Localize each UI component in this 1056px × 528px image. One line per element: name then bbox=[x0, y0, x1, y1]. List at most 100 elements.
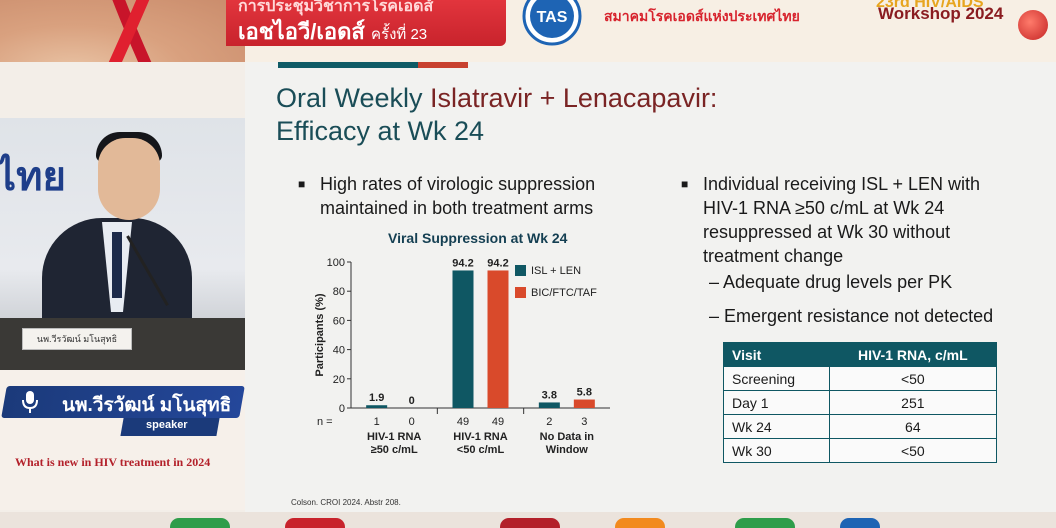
sponsor-logo bbox=[735, 518, 795, 528]
bar-value-label: 94.2 bbox=[452, 257, 473, 269]
table-cell-rna: <50 bbox=[828, 366, 998, 391]
bar-value-label: 94.2 bbox=[487, 257, 508, 269]
slide-title-prefix: Oral Weekly bbox=[276, 83, 431, 113]
session-topic: What is new in HIV treatment in 2024 bbox=[15, 455, 211, 469]
category-label: HIV-1 RNA bbox=[453, 431, 507, 443]
table-cell-rna: 251 bbox=[828, 390, 998, 415]
slide-citation: Colson. CROI 2024. Abstr 208. bbox=[291, 498, 401, 507]
category-label: HIV-1 RNA bbox=[367, 431, 421, 443]
slide-title-line2: Efficacy at Wk 24 bbox=[276, 116, 485, 146]
speaker-name: นพ.วีรวัฒน์ มโนสุทธิ bbox=[62, 395, 232, 416]
y-tick-label: 20 bbox=[333, 374, 345, 386]
bullet-left-line1: High rates of virologic suppression bbox=[320, 174, 596, 194]
sponsor-logo bbox=[170, 518, 230, 528]
table-cell-visit: Screening bbox=[723, 366, 830, 391]
n-value-label: 49 bbox=[492, 416, 504, 428]
sub-bullet-pk: – Adequate drug levels per PK bbox=[709, 272, 953, 292]
bar bbox=[452, 270, 474, 408]
chart-title: Viral Suppression at Wk 24 bbox=[388, 230, 568, 246]
tas-logo-icon: TAS bbox=[522, 0, 582, 46]
table-header-row: Visit HIV-1 RNA, c/mL bbox=[723, 342, 998, 367]
backdrop-text: ไทย bbox=[0, 154, 66, 200]
bar bbox=[487, 270, 509, 408]
n-label: n = bbox=[317, 416, 333, 428]
speaker-video: ไทย นพ.วีรวัฒน์ มโนสุทธิ bbox=[0, 118, 245, 370]
table-cell-visit: Wk 24 bbox=[723, 414, 830, 439]
y-tick-label: 0 bbox=[339, 403, 345, 415]
sponsor-logo-strip bbox=[0, 512, 1056, 528]
table-header-rna: HIV-1 RNA, c/mL bbox=[828, 342, 998, 367]
sponsor-logo bbox=[840, 518, 880, 528]
conference-edition: ครั้งที่ 23 bbox=[370, 26, 428, 43]
n-value-label: 1 bbox=[374, 416, 380, 428]
speaker-role: speaker bbox=[146, 419, 188, 431]
bullet-left-line2: maintained in both treatment arms bbox=[320, 198, 594, 218]
bar-value-label: 3.8 bbox=[542, 389, 557, 401]
speaker-panel: ไทย นพ.วีรวัฒน์ มโนสุทธิ นพ.วีรวัฒน์ มโน… bbox=[0, 118, 245, 510]
bullet-right-line4: treatment change bbox=[703, 246, 844, 266]
conference-title-line1: การประชุมวิชาการโรคเอดส์ bbox=[238, 0, 434, 15]
n-value-label: 0 bbox=[409, 416, 415, 428]
slide-accent-bar-red bbox=[418, 62, 468, 68]
bar-value-label: 5.8 bbox=[577, 387, 592, 399]
y-axis-label: Participants (%) bbox=[314, 293, 326, 376]
legend-label: ISL + LEN bbox=[531, 265, 581, 277]
sponsor-logo bbox=[500, 518, 560, 528]
slide-accent-bar bbox=[278, 62, 418, 68]
workshop-year: Workshop 2024 bbox=[878, 4, 1004, 23]
bullet-icon: ■ bbox=[298, 177, 306, 191]
table-cell-rna: 64 bbox=[828, 414, 998, 439]
red-ribbon-photo bbox=[0, 0, 245, 62]
y-tick-label: 100 bbox=[327, 257, 345, 269]
presentation-slide: Oral Weekly Islatravir + Lenacapavir: Ef… bbox=[245, 62, 1056, 512]
conference-title: การประชุมวิชาการโรคเอดส์ เอชไอวี/เอดส์ ค… bbox=[226, 0, 506, 46]
podium-nameplate: นพ.วีรวัฒน์ มโนสุทธิ bbox=[22, 328, 132, 350]
workshop-edition: 23rd HIV/AIDS bbox=[876, 0, 984, 11]
workshop-logo: 23rd HIV/AIDS Workshop 2024 bbox=[850, 0, 1056, 40]
slide-title-drugs: Islatravir + Lenacapavir: bbox=[430, 83, 718, 113]
virus-icon bbox=[1018, 10, 1048, 40]
table-row: Wk 30 <50 bbox=[723, 438, 998, 463]
table-row: Day 1 251 bbox=[723, 390, 998, 415]
table-cell-visit: Day 1 bbox=[723, 390, 830, 415]
table-header-visit: Visit bbox=[723, 342, 830, 367]
society-name: สมาคมโรคเอดส์แห่งประเทศไทย bbox=[604, 8, 800, 24]
conference-title-main: เอชไอวี/เอดส์ bbox=[238, 19, 365, 44]
sponsor-logo bbox=[615, 518, 665, 528]
bar bbox=[538, 402, 560, 408]
n-value-label: 2 bbox=[546, 416, 552, 428]
n-value-label: 3 bbox=[581, 416, 587, 428]
n-value-label: 49 bbox=[457, 416, 469, 428]
table-cell-rna: <50 bbox=[828, 438, 998, 463]
legend-swatch bbox=[515, 265, 526, 276]
red-ribbon-icon bbox=[108, 0, 152, 62]
y-tick-label: 60 bbox=[333, 315, 345, 327]
bar bbox=[573, 399, 595, 408]
table-row: Wk 24 64 bbox=[723, 414, 998, 439]
table-row: Screening <50 bbox=[723, 366, 998, 391]
bar-value-label: 0 bbox=[409, 395, 415, 407]
y-tick-label: 40 bbox=[333, 345, 345, 357]
category-label: Window bbox=[546, 444, 588, 456]
bar-value-label: 1.9 bbox=[369, 392, 384, 404]
category-label: <50 c/mL bbox=[457, 444, 505, 456]
speaker-head bbox=[98, 138, 160, 220]
bullet-left: ■ High rates of virologic suppression ma… bbox=[298, 172, 596, 220]
event-banner: การประชุมวิชาการโรคเอดส์ เอชไอวี/เอดส์ ค… bbox=[0, 0, 1056, 62]
y-tick-label: 80 bbox=[333, 286, 345, 298]
bar bbox=[366, 405, 388, 408]
slide-title: Oral Weekly Islatravir + Lenacapavir: Ef… bbox=[276, 82, 717, 148]
bullet-right-line3: resuppressed at Wk 30 without bbox=[703, 222, 951, 242]
category-label: ≥50 c/mL bbox=[371, 444, 418, 456]
category-label: No Data in bbox=[540, 431, 595, 443]
speaker-tie bbox=[112, 232, 122, 298]
microphone-icon bbox=[22, 391, 38, 413]
bullet-right-line1: Individual receiving ISL + LEN with bbox=[703, 174, 980, 194]
bullet-right: ■ Individual receiving ISL + LEN with HI… bbox=[681, 172, 980, 268]
sponsor-logo bbox=[285, 518, 345, 528]
viral-load-table: Visit HIV-1 RNA, c/mL Screening <50 Day … bbox=[723, 342, 998, 463]
sub-bullet-resistance: – Emergent resistance not detected bbox=[709, 306, 994, 326]
legend-label: BIC/FTC/TAF bbox=[531, 287, 597, 299]
table-cell-visit: Wk 30 bbox=[723, 438, 830, 463]
